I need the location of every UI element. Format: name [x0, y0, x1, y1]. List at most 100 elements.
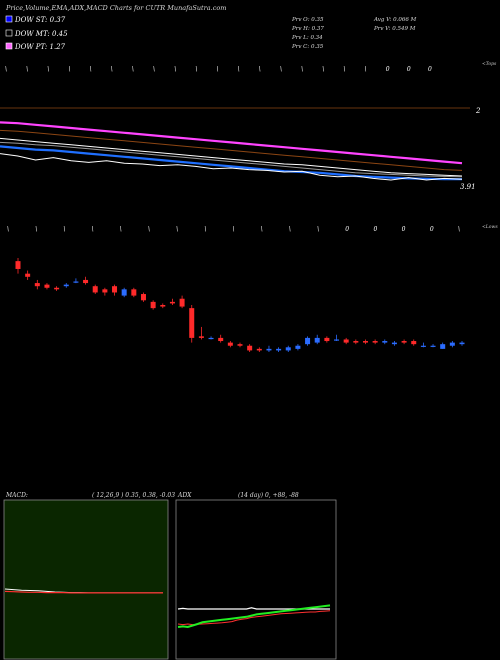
lows-marker: \ [92, 226, 94, 233]
candle-body [121, 289, 127, 296]
candle-body [343, 339, 349, 343]
ema-line-4 [0, 145, 462, 181]
tops-marker: \ [111, 66, 113, 73]
candle-body [198, 336, 204, 338]
candle-body [227, 342, 233, 346]
adx-panel [175, 499, 337, 660]
lows-marker: \ [458, 226, 460, 233]
candle-body [449, 342, 455, 346]
legend-swatch-pt [5, 42, 13, 50]
tops-marker: \ [90, 66, 92, 73]
legend-swatch-st [5, 15, 13, 23]
prev-volume: Prv V: 0.549 M [373, 26, 416, 32]
lows-marker: \ [35, 226, 37, 233]
candle-body [169, 301, 175, 304]
tops-corner-label: <Tops [482, 61, 497, 67]
tops-marker: \ [343, 66, 345, 73]
candle-body [353, 341, 359, 343]
candle-body [73, 281, 79, 283]
lows-marker: \ [148, 226, 150, 233]
candle-body [25, 273, 31, 277]
candle-body [459, 342, 465, 345]
adx-lines [177, 604, 331, 629]
candle-body [305, 337, 311, 345]
tops-marker: \ [280, 66, 282, 73]
candle-body [179, 298, 185, 307]
ema-lines [0, 121, 463, 181]
candle-body [237, 344, 243, 346]
tops-marker: \ [132, 66, 134, 73]
candle-body [140, 294, 146, 301]
tops-marker: \ [217, 66, 219, 73]
macd-lines [4, 588, 163, 594]
candle-body [102, 289, 108, 293]
tops-marker: 0 [386, 66, 390, 73]
macd-params: ( 12,26,9 ) 0.35, 0.38, -0.03 [92, 492, 175, 499]
candle-body [266, 348, 272, 351]
candle-body [430, 345, 436, 347]
ema-line-3 [0, 141, 463, 178]
candle-body [362, 341, 368, 343]
macd-line-1 [4, 590, 163, 594]
lows-marker: \ [261, 226, 263, 233]
lows-marker: \ [176, 226, 178, 233]
prev-values: Prv O: 0.35 Prv H: 0.37 Prv L: 0.34 Prv … [291, 17, 417, 50]
lows-marker: \ [120, 226, 122, 233]
adx-line-2 [177, 604, 331, 629]
candle-body [83, 279, 89, 284]
candle-body [15, 261, 21, 269]
lows-marker: \ [317, 226, 319, 233]
prev-close: Prv C: 0.35 [291, 44, 324, 50]
macd-panel [3, 499, 169, 660]
ema-line-5 [0, 153, 463, 181]
lows-marker: \ [289, 226, 291, 233]
tops-marker: 0 [428, 66, 432, 73]
candle-body [256, 348, 262, 351]
candle-body [401, 341, 407, 343]
tops-markers: \ \ \ \ \ \ \ \ \ \ \ \ \ \ \ \ \ \ 0 0 0 [5, 66, 432, 73]
ema-line-1 [0, 129, 463, 171]
adx-params: (14 day) 0, +88, -88 [238, 492, 299, 499]
candle-body [314, 337, 320, 343]
tops-marker: \ [26, 66, 28, 73]
ema-bottom-price: 3.91 [460, 183, 476, 191]
tops-marker: \ [259, 66, 261, 73]
candle-body [160, 305, 166, 307]
legend: DOW ST: 0.37 DOW MT: 0.45 DOW PT: 1.27 [5, 15, 68, 51]
ema-line-2 [0, 137, 463, 177]
candle-body [218, 337, 224, 342]
ema-right-price: 2 [475, 107, 481, 115]
candle-body [112, 286, 118, 293]
legend-label-st: DOW ST: 0.37 [14, 16, 66, 24]
lows-corner-label: <Lows [482, 224, 498, 230]
lows-marker: 0 [430, 226, 434, 233]
legend-label-pt: DOW PT: 1.27 [14, 43, 66, 51]
lows-marker: \ [7, 226, 9, 233]
candle-body [324, 337, 330, 342]
chart-title: Price,Volume,EMA,ADX,MACD Charts for CUT… [5, 4, 226, 12]
legend-swatch-mt [5, 29, 13, 37]
candle-body [285, 347, 291, 351]
tops-marker: \ [322, 66, 324, 73]
candle-body [411, 341, 417, 345]
candle-body [63, 284, 69, 287]
prev-high: Prv H: 0.37 [291, 26, 324, 32]
candlestick-series [15, 258, 465, 352]
avg-volume: Avg V: 0.066 M [373, 17, 417, 23]
candle-body [247, 345, 253, 351]
macd-label: MACD: [5, 492, 28, 499]
lows-marker: 0 [402, 226, 406, 233]
candle-body [92, 286, 98, 293]
candle-body [334, 339, 340, 341]
tops-marker: \ [301, 66, 303, 73]
candle-body [131, 289, 137, 296]
tops-marker: \ [5, 66, 7, 73]
tops-marker: \ [68, 66, 70, 73]
prev-open: Prv O: 0.35 [291, 17, 324, 23]
tops-marker: \ [238, 66, 240, 73]
candle-body [208, 337, 214, 340]
candle-body [276, 348, 282, 351]
adx-line-1 [177, 610, 331, 626]
lows-marker: \ [233, 226, 235, 233]
